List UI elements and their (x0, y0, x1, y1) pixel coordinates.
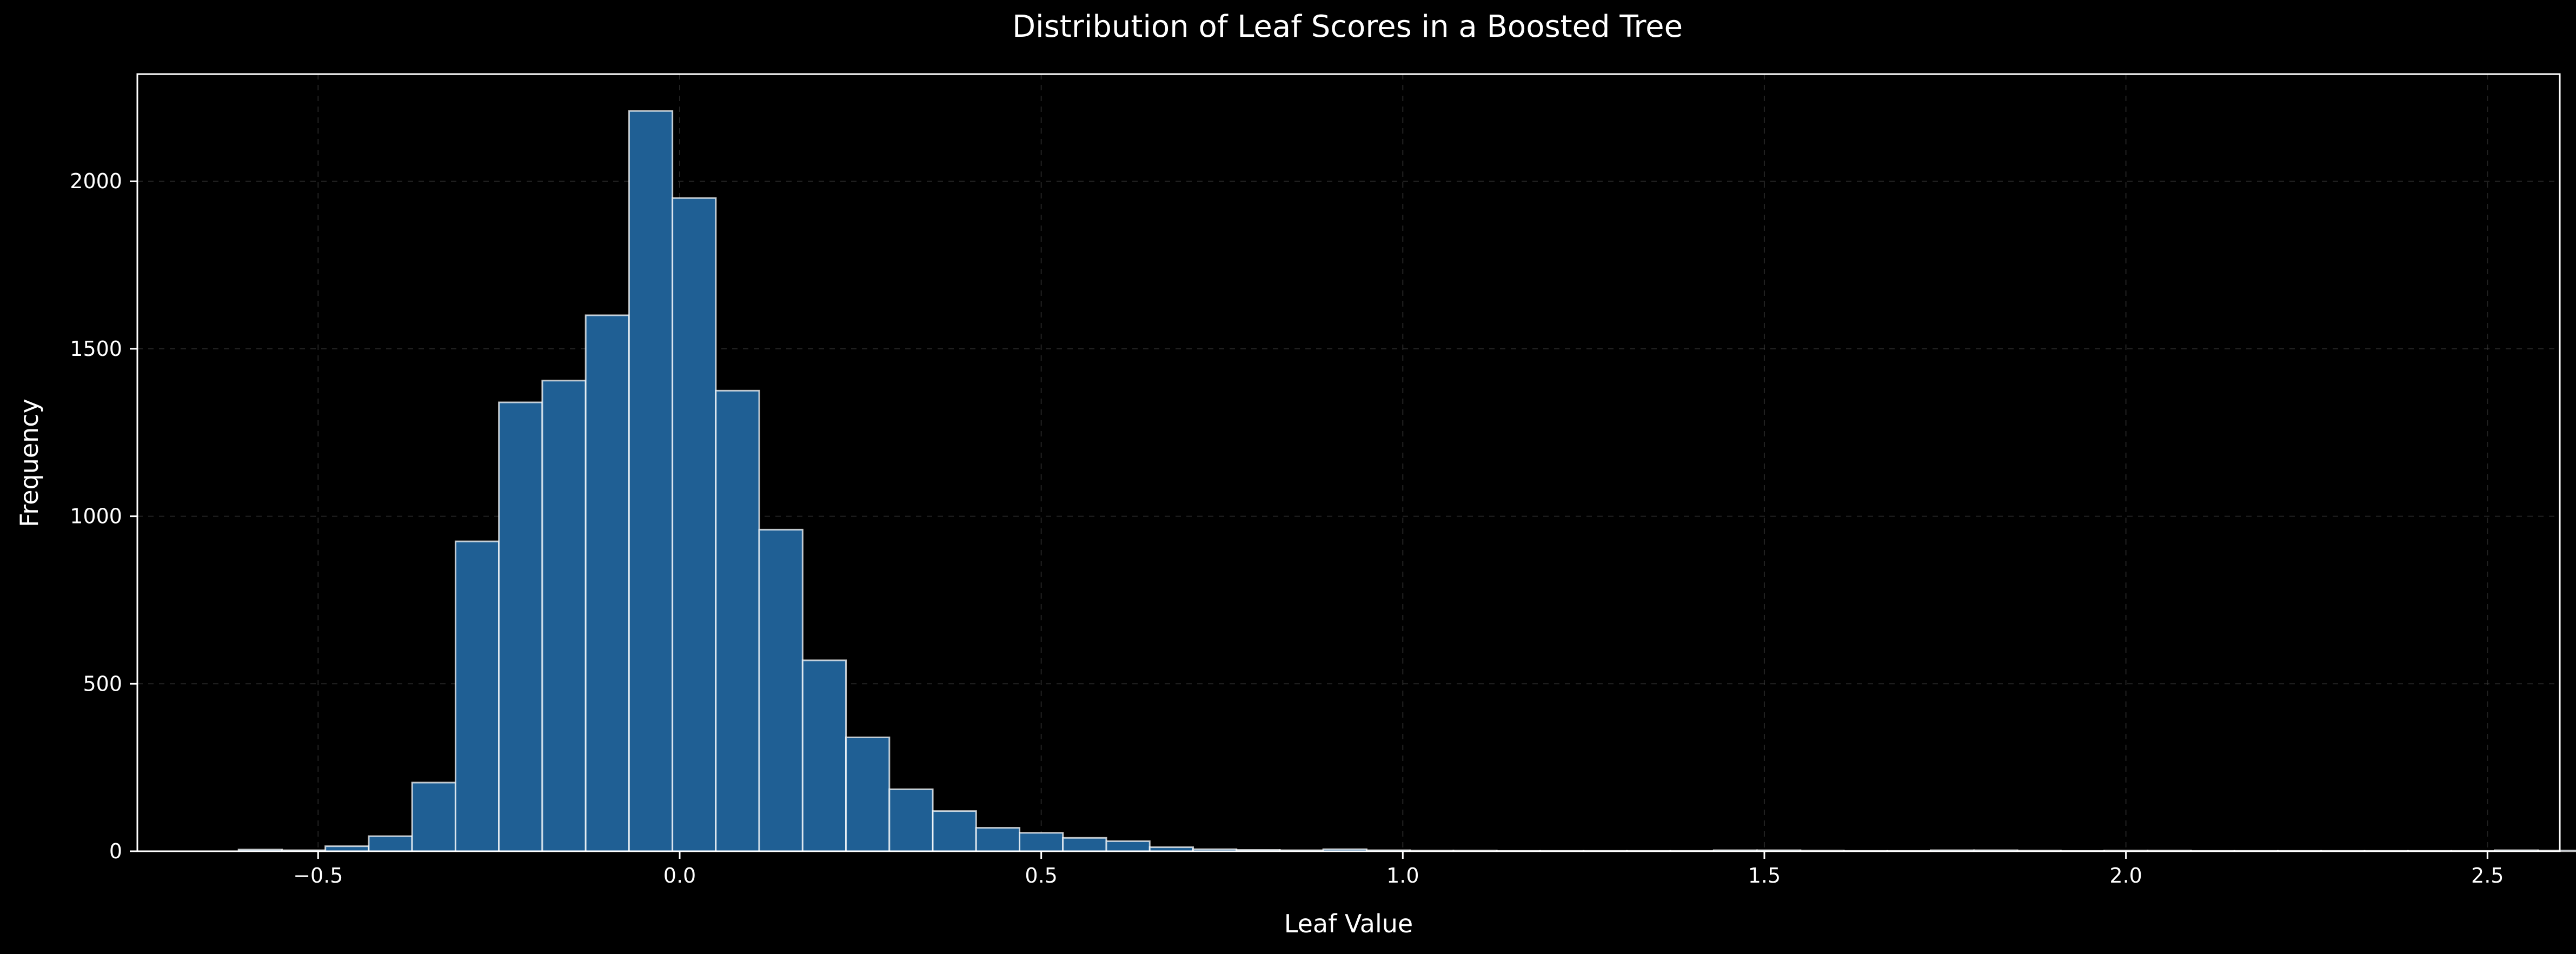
histogram-bar (1019, 832, 1064, 852)
x-axis-label: Leaf Value (1284, 909, 1413, 938)
histogram-bar (541, 380, 587, 852)
chart-title: Distribution of Leaf Scores in a Boosted… (1012, 9, 1683, 44)
histogram-bar (975, 827, 1021, 852)
histogram-bar (715, 389, 760, 852)
x-axis-ticks: −0.5 0.0 0.5 1.0 1.5 2.0 2.5 (293, 851, 2504, 887)
y-tick-label: 2000 (70, 169, 122, 193)
histogram-bar (1105, 840, 1151, 852)
y-tick-label: 1500 (70, 337, 122, 361)
histogram-bars (237, 110, 2576, 852)
histogram-bar (585, 314, 630, 852)
x-tick-label: 0.0 (663, 864, 696, 887)
histogram-bar (932, 810, 977, 852)
y-tick-label: 1000 (70, 505, 122, 528)
histogram-bar (845, 736, 891, 852)
histogram-bar (758, 528, 804, 852)
histogram-bar (801, 659, 847, 852)
histogram-bar (498, 401, 543, 852)
histogram-bar (888, 788, 934, 852)
histogram-bar (454, 540, 500, 852)
x-tick-label: −0.5 (293, 864, 343, 887)
x-tick-label: 1.0 (1386, 864, 1419, 887)
histogram-bar (1062, 837, 1107, 852)
x-tick-label: 2.5 (2471, 864, 2504, 887)
x-tick-label: 2.0 (2109, 864, 2142, 887)
histogram-bar (628, 110, 674, 852)
y-axis-ticks: 0 500 1000 1500 2000 (70, 169, 137, 863)
y-axis-label: Frequency (15, 399, 44, 527)
y-tick-label: 500 (83, 672, 122, 695)
histogram-bar (411, 781, 456, 852)
histogram-bar (368, 835, 413, 852)
plot-frame (136, 73, 2561, 852)
y-tick-label: 0 (109, 839, 122, 863)
histogram-bar (672, 197, 717, 852)
x-tick-label: 0.5 (1025, 864, 1057, 887)
x-tick-label: 1.5 (1748, 864, 1781, 887)
